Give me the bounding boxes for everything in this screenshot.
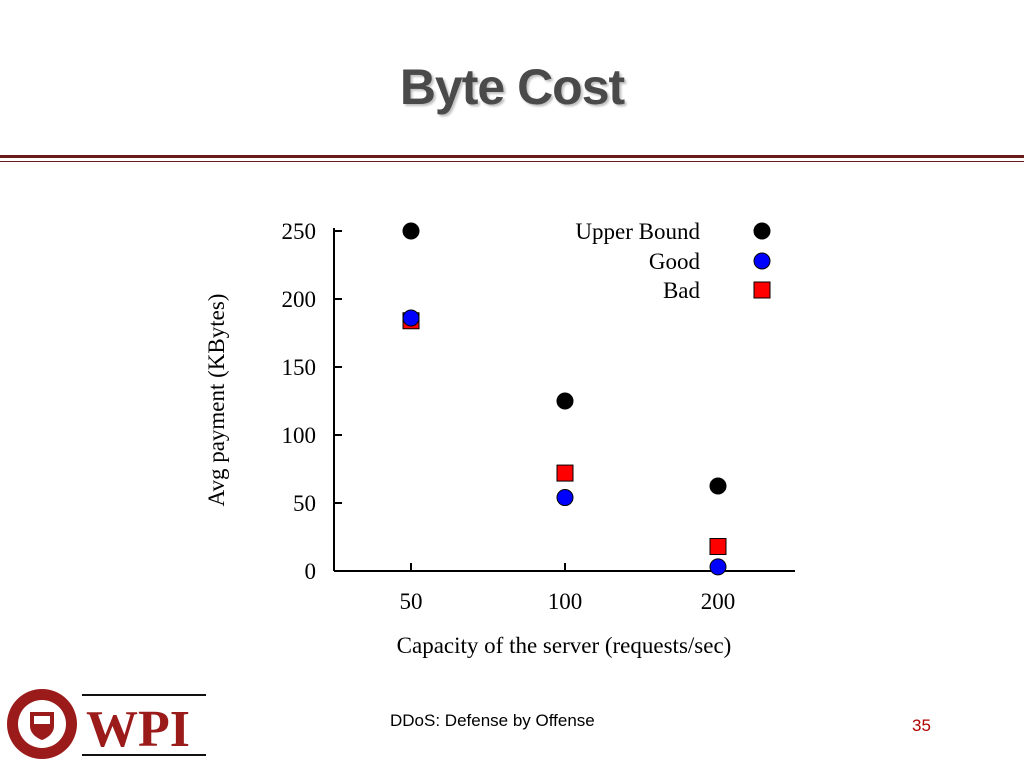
y-tick-label: 200 — [282, 287, 317, 312]
point-bad — [556, 464, 574, 482]
point-good — [402, 309, 420, 327]
title-rule-thick — [0, 155, 1024, 158]
legend-label: Good — [649, 249, 701, 274]
point-good — [709, 558, 727, 576]
wpi-logo: WPI — [6, 686, 206, 767]
y-tick-label: 50 — [293, 491, 316, 516]
x-tick-label: 200 — [701, 589, 736, 614]
legend-marker — [753, 222, 771, 240]
point-upper-bound — [556, 392, 574, 410]
y-tick-label: 150 — [282, 355, 317, 380]
point-good — [556, 489, 574, 507]
point-upper-bound — [402, 222, 420, 240]
y-tick-label: 100 — [282, 423, 317, 448]
plot-area: 0 50 100 150 200 250 50 100 200 Upper Bound Good Ba… — [282, 219, 795, 614]
slide-title: Byte Cost — [399, 59, 625, 115]
legend-marker — [753, 281, 771, 299]
y-tick-label: 250 — [282, 219, 317, 244]
legend-marker — [753, 252, 771, 270]
page-number: 35 — [912, 716, 931, 735]
x-tick-label: 50 — [400, 589, 423, 614]
y-axis-label: Avg payment (KBytes) — [204, 294, 229, 507]
logo-wordmark: WPI — [86, 701, 190, 758]
legend-label: Bad — [663, 278, 701, 303]
x-axis-label: Capacity of the server (requests/sec) — [397, 633, 732, 658]
y-tick-label: 0 — [305, 559, 317, 584]
legend-label: Upper Bound — [575, 219, 700, 244]
title-rule-thin — [0, 161, 1024, 162]
footer-text: DDoS: Defense by Offense — [390, 711, 595, 730]
x-tick-label: 100 — [548, 589, 583, 614]
point-upper-bound — [709, 477, 727, 495]
point-bad — [709, 538, 727, 556]
